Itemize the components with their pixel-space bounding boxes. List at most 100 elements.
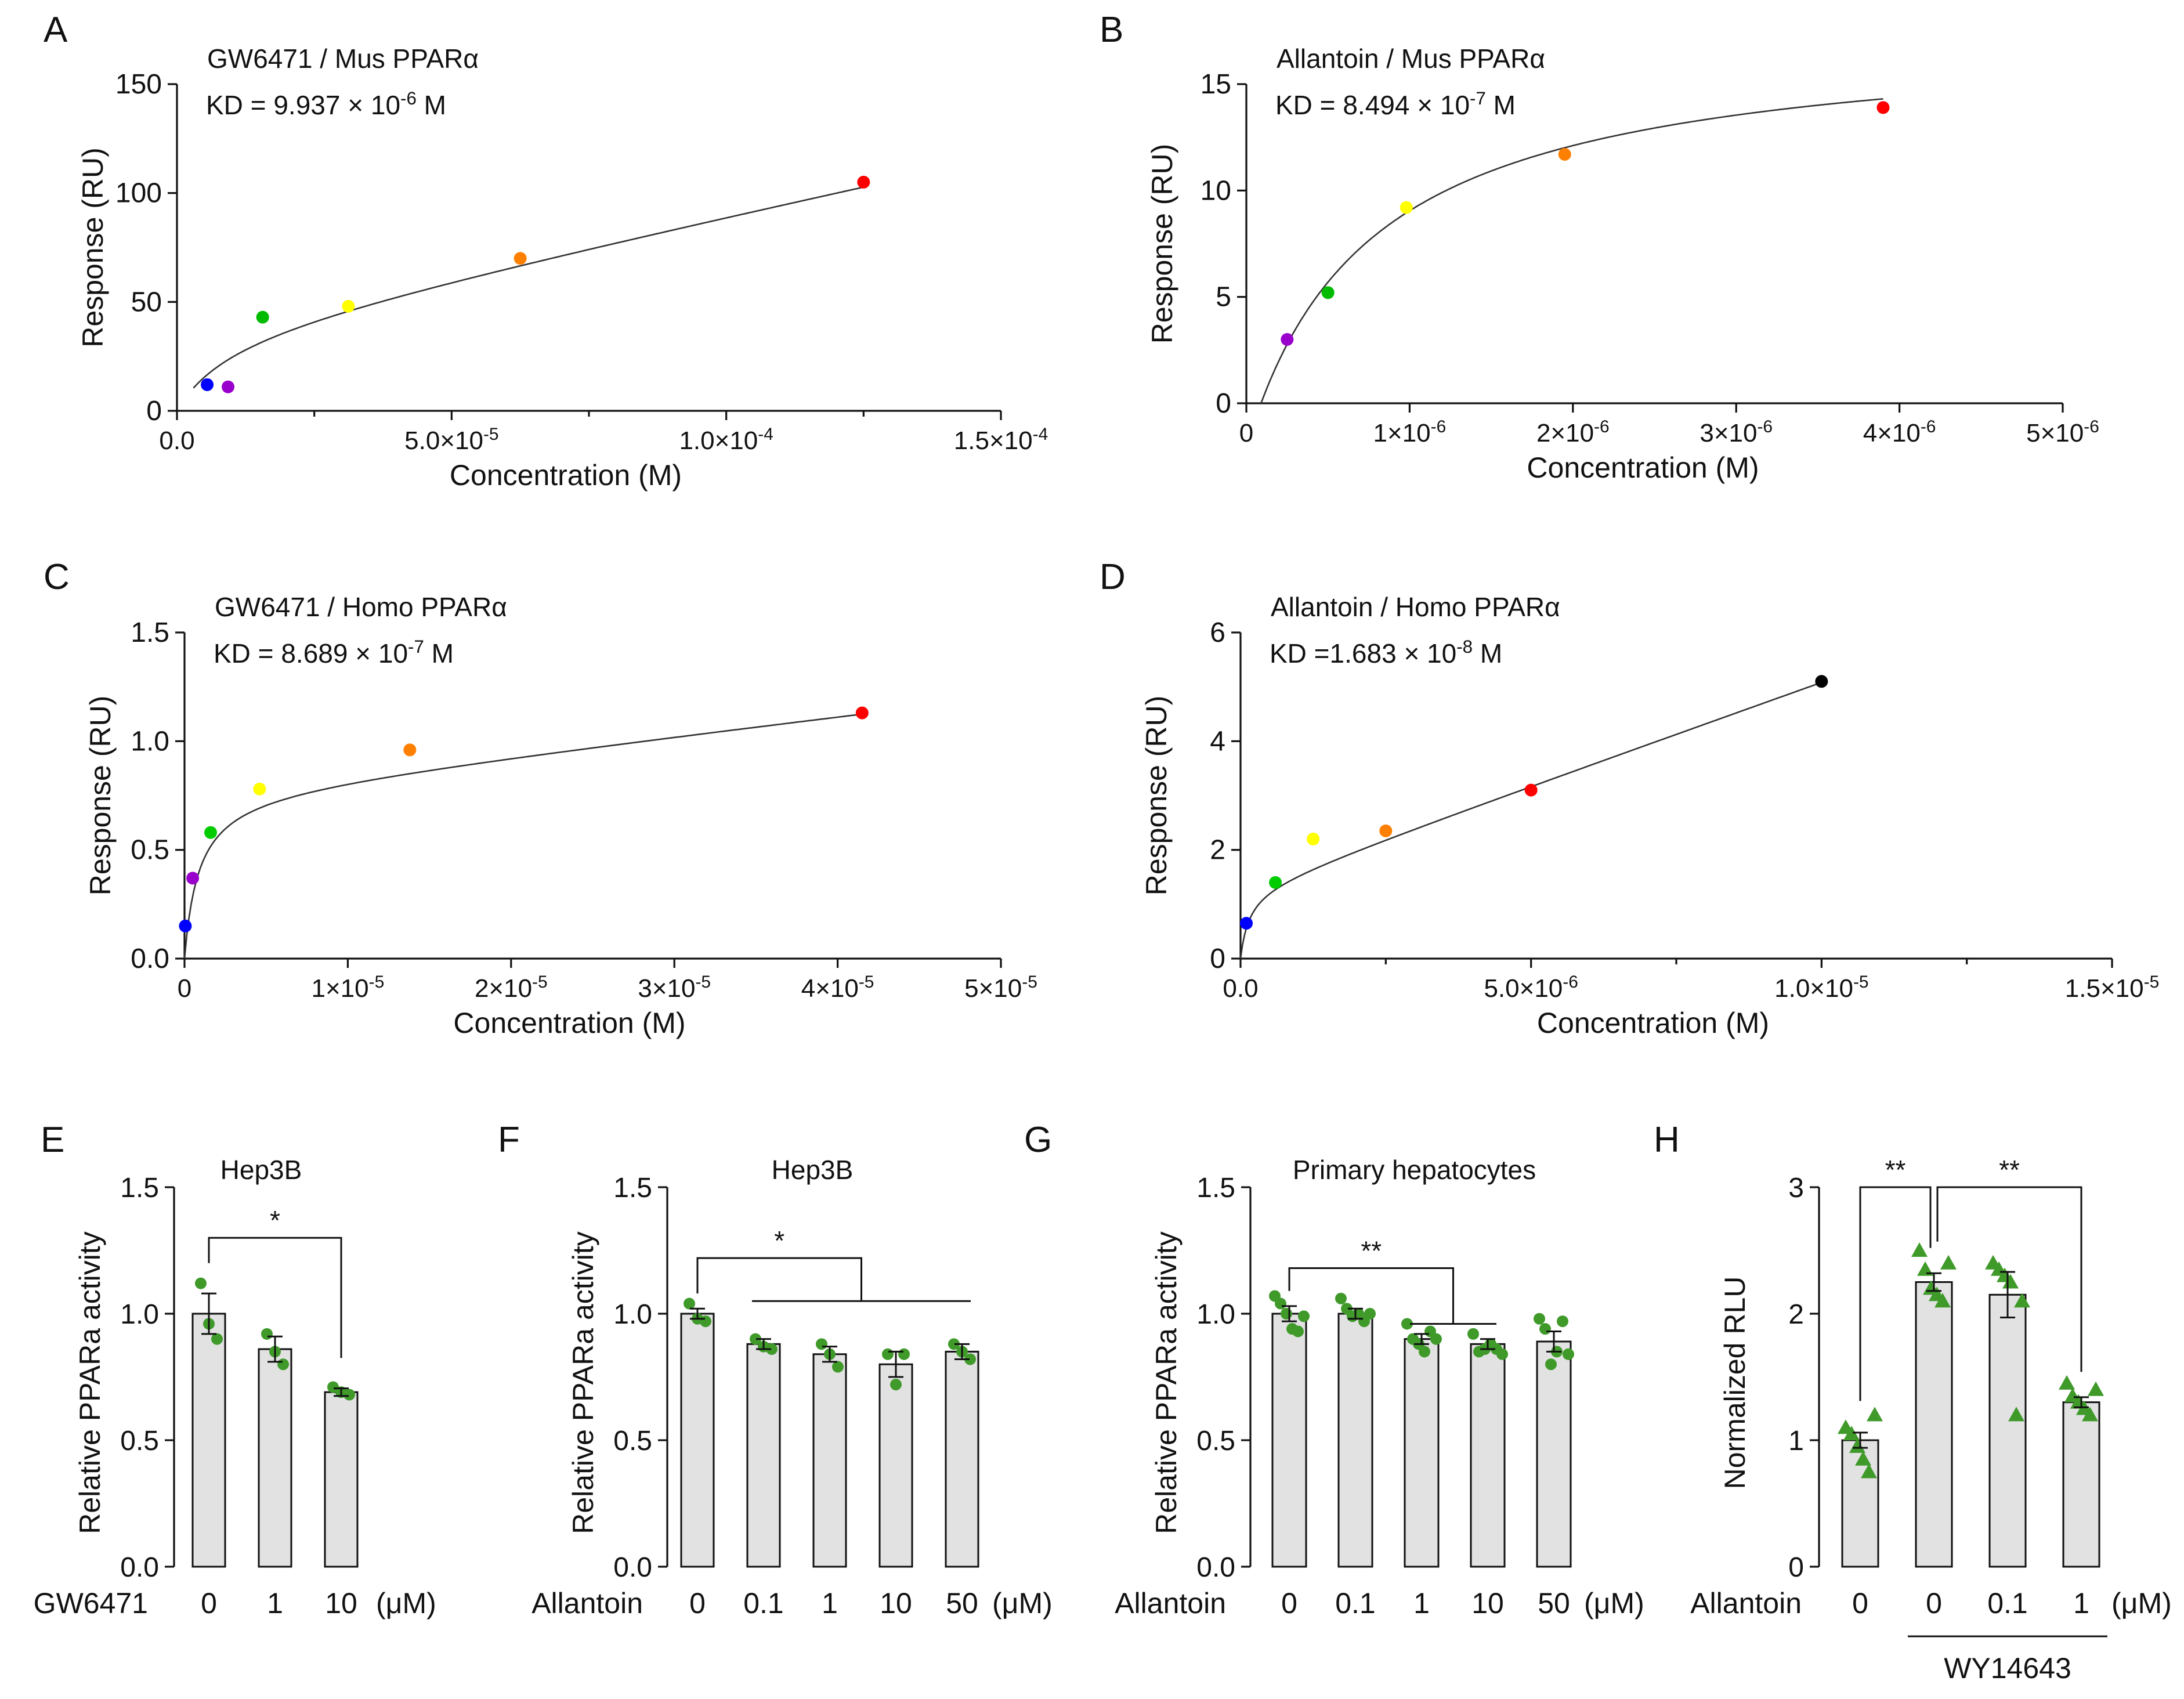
y-tick-label: 0.0 [120,1552,159,1583]
data-point [684,1297,695,1310]
data-point [1934,1293,1951,1308]
y-axis-label: Relative PPARa activity [74,1231,106,1534]
y-tick-label: 1.0 [613,1299,652,1330]
x-tick-exponent: -5 [1853,973,1869,992]
x-tick-mantissa: 0.0 [159,426,194,455]
data-point [1281,1308,1292,1320]
data-point [1855,1451,1871,1466]
x-tick-exponent: -4 [1033,425,1048,444]
x-category-label: 10 [880,1587,912,1620]
x-tick-mantissa: 5×10 [964,974,1022,1003]
x-tick-label: 0 [178,974,191,1003]
data-point [1400,201,1413,214]
panel-letter: C [44,557,70,597]
data-point [882,1348,894,1360]
chart-title: Allantoin / Homo PPARα [1271,592,1560,622]
x-category-label: 0.1 [1335,1587,1376,1620]
panel-letter: D [1100,557,1126,597]
x-tick-exponent: -4 [758,425,773,444]
data-point [1298,1310,1310,1322]
y-tick-label: 1.0 [120,1299,159,1330]
data-point [948,1338,960,1350]
x-tick-label: 1×10-5 [312,973,385,1003]
fit-curve [1239,681,1822,959]
data-point [2014,1293,2030,1308]
data-point [1379,824,1393,837]
y-axis-label: Response (RU) [84,696,117,896]
data-point [201,378,214,391]
data-point [1292,1325,1304,1337]
y-axis-label: Normalized RLU [1719,1277,1751,1490]
x-tick-exponent: -5 [859,973,874,992]
kd-annotation: KD =1.683 × 10-8 M [1270,637,1502,669]
y-tick-label: 0 [1216,388,1231,419]
y-tick-label: 1.0 [1196,1299,1235,1330]
y-tick-label: 0.0 [131,944,169,974]
data-point [816,1338,827,1350]
kd-exponent: -7 [1470,88,1486,109]
x-tick-exponent: -5 [2144,973,2160,992]
data-point [1815,675,1828,688]
significance-mark: * [774,1226,784,1256]
x-category-label: 0.1 [1987,1587,2028,1620]
data-point [964,1353,976,1365]
x-category-label: 1 [822,1587,838,1620]
treatment-label: WY14643 [1944,1652,2071,1684]
data-point [261,1328,273,1340]
x-tick-label: 0.0 [1223,974,1258,1003]
bar [680,1313,715,1568]
y-axis-label: Response (RU) [1146,144,1178,344]
x-category-label: 50 [946,1587,978,1620]
x-axis-label: Concentration (M) [1537,1007,1769,1039]
bar [191,1313,226,1568]
data-point [1911,1242,1928,1257]
y-tick-label: 150 [115,69,162,100]
bar [945,1350,979,1568]
x-tick-label: 0.0 [159,426,194,455]
bar [812,1353,847,1568]
kd-exponent: -6 [400,88,417,109]
data-point [1496,1348,1508,1360]
y-tick-label: 1.5 [131,617,169,648]
data-point [2002,1274,2019,1289]
x-category-label: 50 [1538,1587,1570,1620]
data-point [256,310,269,324]
kd-exponent: -7 [408,637,424,657]
data-point [253,782,266,796]
bar [1337,1313,1373,1568]
data-point [343,1389,355,1401]
data-point [1419,1346,1430,1358]
bar [1915,1281,1953,1568]
data-point [1876,101,1890,114]
data-point [1321,286,1335,299]
kd-exponent: -8 [1456,637,1473,657]
data-point [1849,1438,1865,1453]
x-tick-mantissa: 1×10 [1373,419,1431,447]
panel-G: G 0.0 0.5 1.0 1.5 Relative PPARa activity Prim… [1024,1120,1644,1620]
x-tick-mantissa: 5.0×10 [404,426,483,455]
chart-title: Hep3B [220,1155,302,1185]
unit-label: (μM) [992,1587,1053,1620]
bar [1470,1343,1506,1568]
panel-letter: E [41,1120,64,1160]
unit-label: (μM) [1584,1587,1644,1620]
group-label: Allantoin [1690,1587,1802,1620]
y-tick-label: 0.0 [613,1552,652,1583]
x-tick-mantissa: 1.5×10 [954,426,1033,455]
x-tick-mantissa: 4×10 [1863,419,1921,447]
data-point [1467,1328,1479,1340]
significance-bracket [696,1257,862,1302]
data-point [1557,1315,1568,1328]
x-tick-label: 3×10-5 [638,973,711,1003]
y-tick-label: 10 [1201,175,1231,206]
bar [1988,1293,2027,1568]
y-tick-label: 0.0 [1196,1552,1235,1583]
group-label: Allantoin [1115,1587,1226,1620]
significance-mark: ** [1361,1236,1382,1266]
data-point [1307,832,1320,845]
x-category-label: 0.1 [743,1587,784,1620]
significance-mark: ** [1885,1155,1906,1185]
data-point [342,299,355,313]
